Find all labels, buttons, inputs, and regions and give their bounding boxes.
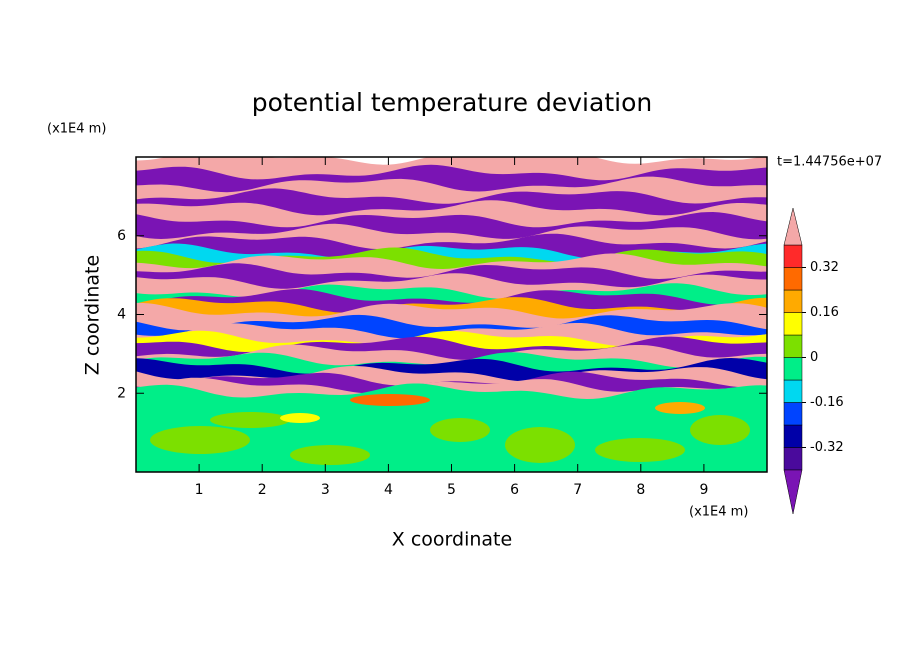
x-tick-label: 1 — [195, 482, 204, 498]
y-axis-label: Z coordinate — [82, 255, 104, 375]
chart-title: potential temperature deviation — [252, 88, 652, 117]
colorbar-segment — [783, 424, 803, 448]
colorbar-tick-label: -0.32 — [810, 440, 844, 455]
contour-blob — [150, 426, 250, 454]
colorbar-extend-bottom — [783, 469, 803, 515]
colorbar-tick-label: -0.16 — [810, 395, 844, 410]
contour-blob — [280, 413, 320, 423]
colorbar-segment — [783, 334, 803, 358]
colorbar-segment — [783, 402, 803, 426]
x-tick-label: 5 — [447, 482, 456, 498]
colorbar-segment — [783, 312, 803, 336]
y-tick-label: 4 — [117, 307, 126, 323]
contour-blob — [210, 412, 290, 428]
colorbar-extend-top — [783, 207, 803, 246]
x-tick-label: 3 — [321, 482, 330, 498]
y-unit: (x1E4 m) — [47, 122, 106, 137]
contour-blob — [290, 445, 370, 465]
x-tick-label: 8 — [636, 482, 645, 498]
contour-field — [136, 157, 767, 472]
y-tick-label: 2 — [117, 385, 126, 401]
y-tick-label: 6 — [117, 228, 126, 244]
x-tick-label: 9 — [699, 482, 708, 498]
colorbar-segment — [783, 357, 803, 381]
colorbar-tick-label: 0.32 — [810, 260, 839, 275]
x-axis-label: X coordinate — [392, 529, 512, 551]
x-unit: (x1E4 m) — [689, 505, 748, 520]
colorbar-segment — [783, 267, 803, 291]
contour-blob — [690, 415, 750, 445]
colorbar-tick-label: 0 — [810, 350, 818, 365]
x-tick-label: 4 — [384, 482, 393, 498]
contour-blob — [430, 418, 490, 442]
colorbar-segment — [783, 289, 803, 313]
contour-blob — [595, 438, 685, 462]
contour-blob — [505, 427, 575, 463]
x-tick-label: 2 — [258, 482, 267, 498]
colorbar-tick-label: 0.16 — [810, 305, 839, 320]
x-tick-label: 7 — [573, 482, 582, 498]
x-tick-label: 6 — [510, 482, 519, 498]
colorbar-segment — [783, 244, 803, 268]
contour-blob — [350, 394, 430, 406]
colorbar-segment — [783, 379, 803, 403]
colorbar-segment — [783, 447, 803, 471]
contour-blob — [655, 402, 705, 414]
time-label: t=1.44756e+07 — [777, 155, 882, 170]
